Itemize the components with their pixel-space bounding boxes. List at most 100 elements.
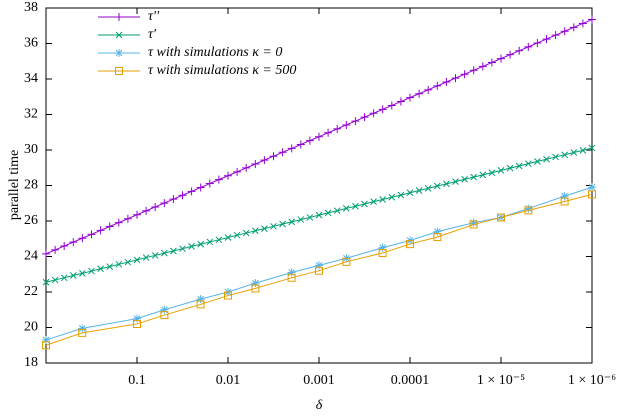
data-point	[543, 155, 550, 163]
legend-label: τ′′	[148, 9, 160, 24]
data-point	[497, 213, 505, 222]
data-point	[551, 31, 560, 40]
data-point	[396, 97, 405, 106]
data-point	[478, 62, 487, 71]
y-tick-label: 18	[24, 355, 38, 370]
data-point	[160, 199, 169, 208]
legend-marker	[115, 67, 123, 75]
data-point	[78, 324, 87, 333]
data-point	[415, 187, 423, 194]
data-point	[324, 209, 332, 217]
data-point	[560, 197, 569, 206]
data-point	[406, 93, 414, 102]
data-point	[297, 216, 305, 223]
legend-marker	[115, 13, 123, 21]
data-point	[342, 120, 351, 129]
data-point	[224, 234, 232, 241]
data-point	[588, 144, 596, 152]
y-tick-label: 36	[24, 36, 38, 51]
data-point	[588, 183, 596, 192]
y-tick-label: 34	[24, 71, 38, 86]
y-axis-label: parallel time	[7, 150, 22, 220]
data-point	[270, 222, 277, 230]
data-point	[278, 148, 287, 157]
data-point	[433, 182, 441, 190]
series-line	[45, 193, 593, 346]
data-point	[324, 128, 333, 137]
data-point	[315, 261, 323, 270]
data-point	[487, 58, 496, 67]
data-point	[179, 245, 186, 253]
data-point	[215, 236, 223, 244]
data-point	[196, 295, 205, 304]
data-point	[397, 191, 405, 199]
x-tick-label: 0.01	[216, 373, 241, 388]
data-point	[488, 169, 496, 177]
data-point	[260, 156, 269, 165]
data-point	[187, 187, 196, 196]
data-point	[242, 229, 250, 237]
y-tick-label: 20	[24, 320, 38, 335]
data-point	[424, 184, 432, 192]
data-point	[378, 105, 387, 114]
data-point	[305, 136, 314, 145]
data-point	[342, 205, 350, 212]
data-point	[160, 311, 169, 320]
data-point	[461, 175, 468, 183]
data-point	[196, 300, 205, 309]
data-point	[133, 314, 141, 323]
legend-marker	[115, 49, 123, 57]
x-tick-label: 0.1	[128, 373, 146, 388]
data-point	[352, 202, 359, 210]
data-point	[124, 258, 132, 266]
legend-label: τ′	[148, 27, 157, 42]
data-point	[160, 249, 168, 257]
data-point	[561, 151, 569, 159]
data-point	[133, 256, 141, 264]
y-tick-label: 38	[24, 0, 38, 15]
data-point	[60, 242, 69, 251]
data-point	[433, 227, 442, 236]
data-point	[369, 109, 378, 118]
y-tick-label: 28	[24, 178, 38, 193]
data-point	[406, 189, 414, 197]
plot-frame	[45, 7, 593, 364]
data-point	[379, 196, 387, 203]
data-point	[251, 279, 260, 288]
x-tick-label: 0.001	[303, 373, 335, 388]
data-point	[588, 190, 596, 199]
data-point	[206, 238, 214, 246]
data-point	[560, 27, 569, 36]
data-point	[42, 278, 50, 286]
data-point	[196, 183, 205, 192]
x-tick-label: 1 × 10⁻⁵	[477, 373, 525, 388]
data-point	[133, 319, 141, 328]
data-point	[560, 192, 569, 201]
data-point	[142, 254, 150, 261]
data-point	[214, 175, 223, 184]
data-point	[579, 147, 587, 154]
data-point	[233, 231, 241, 239]
data-point	[51, 276, 59, 284]
data-point	[69, 272, 77, 279]
data-point	[361, 200, 368, 208]
data-point	[269, 152, 278, 161]
data-point	[469, 66, 478, 75]
data-point	[333, 207, 341, 215]
data-point	[106, 263, 114, 270]
data-point	[333, 124, 342, 133]
data-point	[78, 328, 87, 337]
data-point	[370, 198, 377, 206]
data-point	[160, 305, 169, 314]
data-point	[87, 230, 96, 239]
data-point	[251, 227, 259, 235]
data-point	[306, 214, 314, 221]
data-point	[142, 206, 151, 215]
x-axis-label: δ	[316, 398, 323, 413]
data-point	[533, 38, 542, 47]
data-point	[287, 273, 296, 282]
data-point	[79, 270, 86, 277]
data-point	[378, 243, 387, 252]
data-point	[534, 158, 541, 165]
data-point	[479, 171, 487, 179]
